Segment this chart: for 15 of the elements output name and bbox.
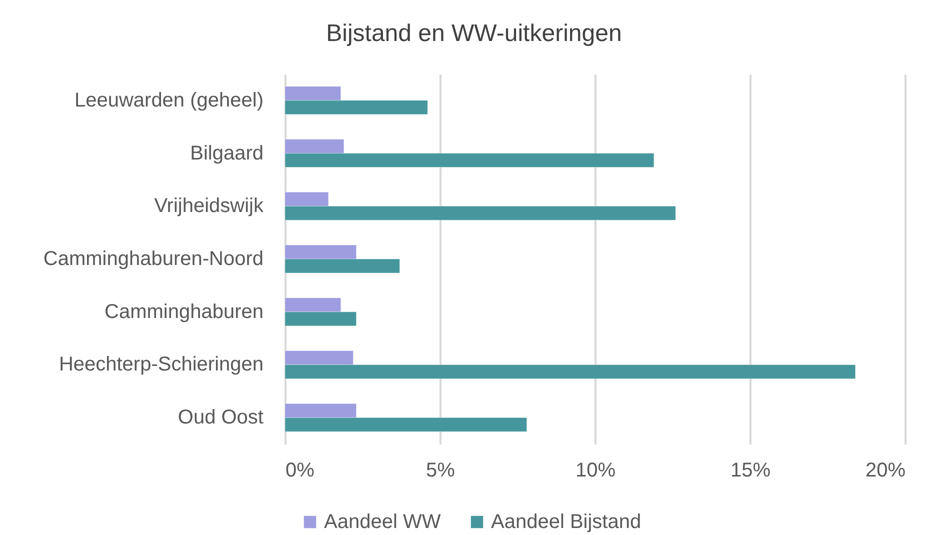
chart-title: Bijstand en WW-uitkeringen [326,20,622,47]
y-tick-label: Heechterp-Schieringen [58,354,264,376]
legend-label: Aandeel Bijstand [491,511,642,533]
y-tick-label: Leeuwarden (geheel) [74,89,264,112]
y-tick-label: Camminghaburen-Noord [43,248,264,270]
y-tick-label: Camminghaburen [104,300,264,323]
x-tick-label: 5% [426,460,456,482]
x-tick-label: 15% [730,460,771,482]
y-tick-label: Oud Oost [178,406,264,429]
y-tick-label: Bilgaard [190,142,264,164]
legend-label: Aandeel WW [324,511,441,533]
x-tick-label: 0% [286,460,315,482]
x-tick-label: 20% [865,460,906,482]
x-tick-label: 10% [575,460,616,482]
y-tick-label: Vrijheidswijk [154,195,264,218]
